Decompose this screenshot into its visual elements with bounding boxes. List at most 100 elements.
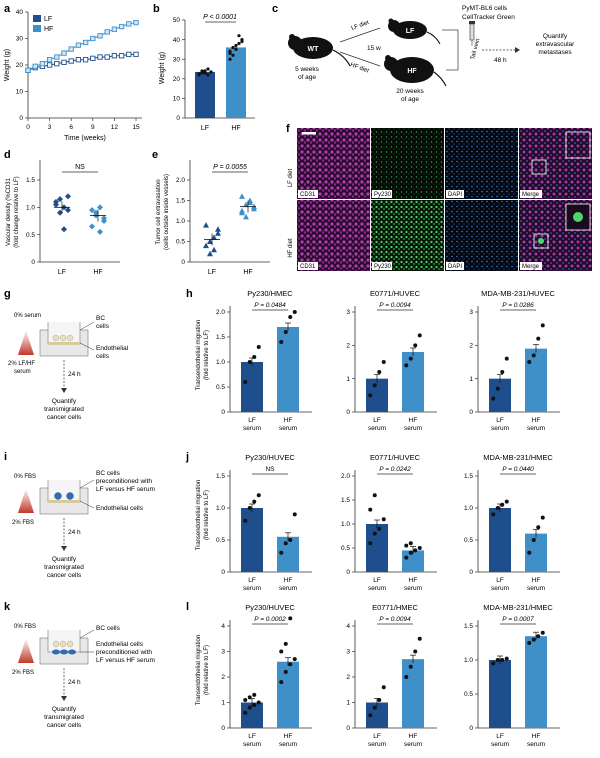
data-point [417, 636, 422, 641]
bar [402, 659, 424, 728]
data-point-hf [39, 61, 46, 67]
col-label-py230: Py230 [374, 192, 392, 198]
subplot-title: MDA-MB-231/HUVEC [481, 289, 555, 298]
y-tick-label: 3 [469, 309, 473, 316]
panel-label: b [153, 3, 160, 15]
data-point [252, 692, 257, 697]
category-label-lf-2: serum [368, 585, 386, 592]
age-end: 20 weeks [396, 88, 424, 95]
p-value: P = 0.0055 [213, 164, 247, 171]
row-label-lf: LF diet [288, 168, 294, 187]
panel-b: b 0 10 20 30 40 50 LF HF Weight (g) P < 0.000… [153, 3, 255, 132]
data-point [368, 507, 373, 512]
y-axis-label-2: (fold relative to LF) [204, 645, 210, 695]
y-tick-label: 4 [221, 623, 225, 630]
y-tick-label: 2 [346, 343, 350, 350]
bar [366, 378, 388, 412]
y-axis-label-1: Transendothelial migration [196, 320, 202, 390]
cell-line-label: PyMT-BL6 cells [462, 5, 508, 12]
micrograph-hf-py230 [371, 200, 444, 271]
duration-label: 15 w [367, 45, 381, 52]
category-label-lf: LF [58, 269, 66, 276]
tracker-label: CellTracker Green [462, 14, 515, 21]
p-value: P = 0.0094 [379, 302, 411, 309]
p-value: P = 0.0484 [254, 302, 286, 309]
category-label-hf-2: serum [279, 741, 297, 748]
serum-gradient-icon [18, 488, 34, 513]
data-point [211, 234, 217, 240]
panel-i: i 0% FBS 2% FBS BC cells preconditioned … [4, 451, 155, 579]
bars [195, 34, 246, 118]
category-label-lf: LF [496, 733, 504, 740]
panel-label: e [152, 149, 158, 161]
data-point [279, 649, 284, 654]
y-tick-label: 1 [346, 700, 350, 707]
y-tick-label: 40 [16, 9, 24, 16]
col-label-merge: Merge [522, 264, 540, 270]
col-label-dapi: DAPI [448, 192, 462, 198]
data-point [239, 193, 245, 199]
y-axis-label-2: (fold relative to LF) [204, 490, 210, 540]
data-point [243, 697, 248, 702]
data-point [256, 493, 261, 498]
panel-c: c WT 5 weeks of age LF diet HF diet 15 w… [272, 3, 575, 103]
category-label-hf-2: serum [527, 585, 545, 592]
y-tick-label: 0.5 [26, 232, 35, 239]
data-point [89, 207, 95, 214]
category-label-lf: LF [248, 417, 256, 424]
col-tag [298, 262, 318, 270]
callout-line [79, 479, 95, 489]
category-label-hf: HF [532, 577, 541, 584]
bottom-condition: 2% FBS [12, 520, 34, 526]
category-label-hf: HF [409, 417, 418, 424]
y-tick-label: 1.0 [216, 505, 225, 512]
y-tick-label: 0.5 [464, 691, 473, 698]
bar [489, 660, 511, 728]
time-label: 24 h [68, 679, 81, 686]
p-value: P < 0.0001 [203, 14, 237, 21]
data-point [540, 630, 545, 635]
category-label-lf: LF [373, 417, 381, 424]
data-point [89, 223, 95, 230]
col-tag [372, 190, 392, 198]
endo-label-2: preconditioned with [96, 649, 152, 656]
category-label-lf-2: serum [243, 741, 261, 748]
data-point [536, 336, 541, 341]
col-label-cd31: CD31 [300, 192, 316, 198]
col-label-dapi: DAPI [448, 264, 462, 270]
outcome-line-1: Quantify [52, 706, 77, 713]
endo-label: Endothelial cells [96, 505, 144, 512]
outcome-line-3: cancer cells [47, 414, 82, 421]
y-tick-label: 0.5 [216, 537, 225, 544]
outcome-line-2: extravascular [536, 41, 575, 48]
endo-label-2: cells [96, 353, 110, 360]
y-tick-label: 1.5 [341, 497, 350, 504]
panel-label: k [4, 601, 11, 613]
data-point [240, 39, 244, 44]
data-point-hf [54, 54, 60, 60]
category-label-lf-2: serum [368, 741, 386, 748]
bar [277, 327, 299, 412]
data-point [243, 710, 248, 715]
y-tick-label: 1.5 [216, 473, 225, 480]
legend-swatch-hf [33, 25, 41, 32]
data-point [372, 531, 377, 536]
bar [241, 362, 263, 412]
y-tick-label: 1.5 [176, 198, 185, 205]
subplot-title: Py230/HMEC [247, 289, 293, 298]
y-tick-labels: 0 0.5 1.0 1.5 [26, 177, 40, 266]
y-tick-label: 1.0 [176, 218, 185, 225]
data-point [527, 550, 532, 555]
x-tick-label: 12 [111, 124, 119, 131]
y-tick-label: 3 [221, 649, 225, 656]
data-point-hf [97, 33, 103, 39]
data-point [500, 658, 505, 662]
data-point [495, 658, 500, 662]
data-point-hf [75, 42, 82, 48]
panel-label: i [4, 451, 7, 463]
data-point-lf [97, 54, 103, 60]
category-label-hf-2: serum [404, 741, 422, 748]
